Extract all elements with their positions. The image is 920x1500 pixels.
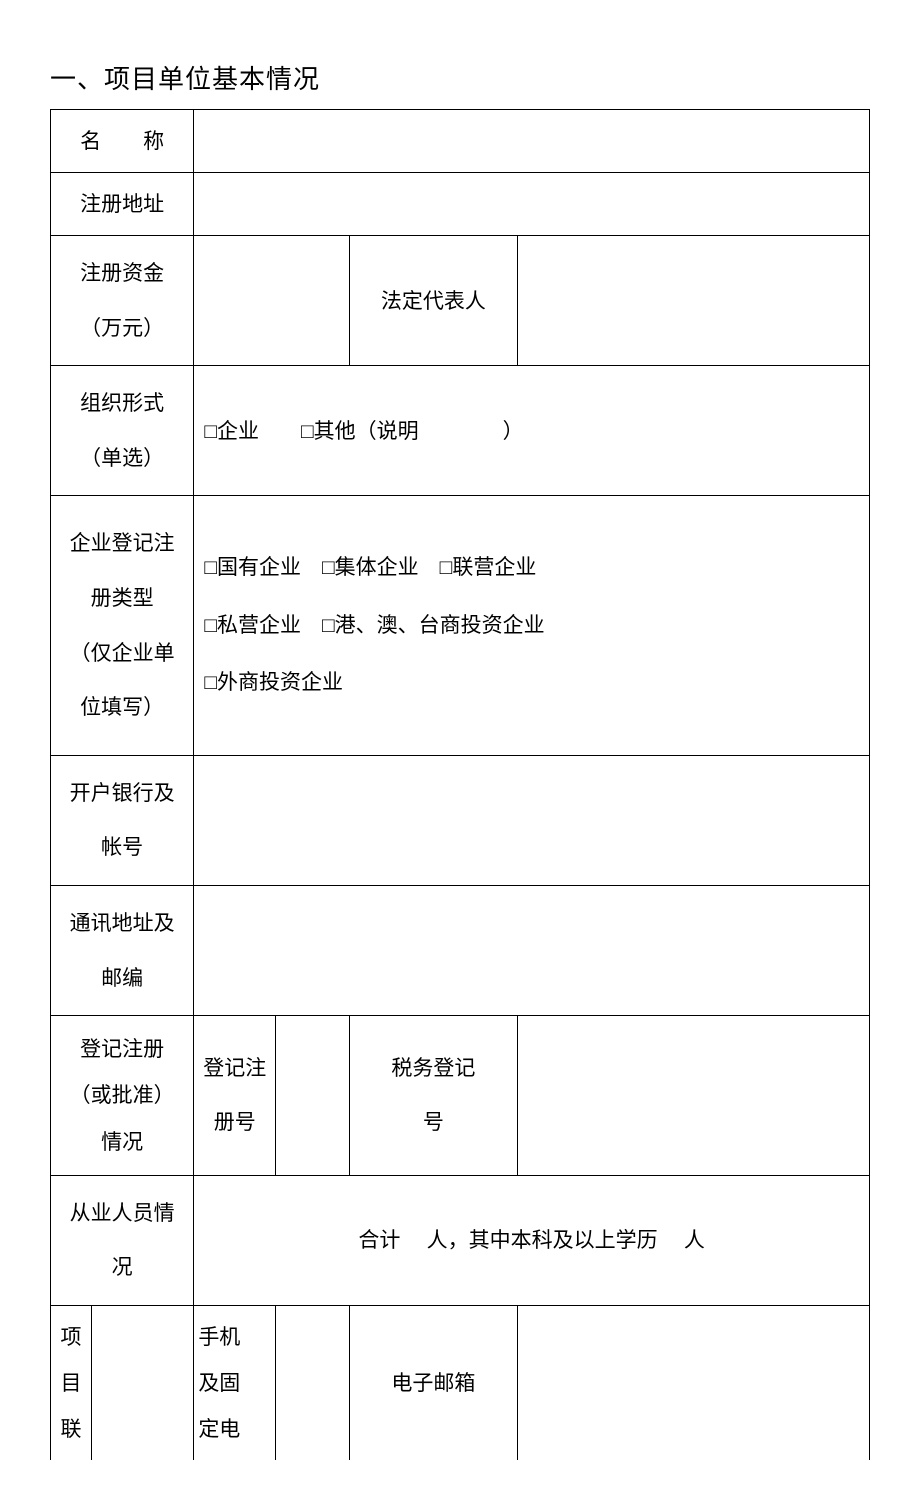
value-legal-rep: [517, 236, 869, 366]
label-ent-reg-l1: 企业登记注: [70, 531, 175, 555]
label-org-form-l1: 组织形式: [80, 391, 164, 415]
value-mail: [194, 885, 870, 1015]
value-name: [194, 110, 870, 173]
label-ent-reg-l4: 位填写）: [80, 695, 164, 719]
value-contact-name: [91, 1305, 193, 1460]
label-tax-no-l1: 税务登记: [391, 1056, 475, 1080]
label-bank-l2: 帐号: [101, 835, 143, 859]
label-org-form-l2: （单选）: [80, 446, 164, 470]
label-contact-l2: 目: [60, 1371, 81, 1395]
value-reg-capital: [194, 236, 350, 366]
label-reg-no-l2: 册号: [214, 1110, 256, 1134]
label-contact-l3: 联: [60, 1417, 81, 1441]
label-employee-l2: 况: [112, 1255, 133, 1279]
label-ent-reg-l3: （仅企业单: [70, 641, 175, 665]
value-phone: [276, 1305, 350, 1460]
label-email: 电子邮箱: [349, 1305, 517, 1460]
label-reg-capital-l1: 注册资金: [80, 261, 164, 285]
ent-types-l1: □国有企业 □集体企业 □联营企业: [204, 555, 536, 579]
label-tax-no: 税务登记 号: [349, 1016, 517, 1176]
label-ent-reg-l2: 册类型: [91, 586, 154, 610]
label-reg-info-l3: 情况: [101, 1130, 143, 1154]
value-reg-no: [276, 1016, 350, 1176]
enterprise-type-options: □国有企业 □集体企业 □联营企业 □私营企业 □港、澳、台商投资企业 □外商投…: [194, 496, 870, 755]
label-mail: 通讯地址及 邮编: [51, 885, 194, 1015]
label-reg-info-l2: （或批准）: [70, 1083, 175, 1107]
label-employee: 从业人员情 况: [51, 1175, 194, 1305]
label-bank: 开户银行及 帐号: [51, 755, 194, 885]
label-reg-capital-l2: （万元）: [80, 316, 164, 340]
label-reg-capital: 注册资金 （万元）: [51, 236, 194, 366]
label-phone: 手机 及固 定电: [194, 1305, 276, 1460]
value-reg-address: [194, 173, 870, 236]
label-bank-l1: 开户银行及: [70, 781, 175, 805]
label-employee-l1: 从业人员情: [70, 1201, 175, 1225]
section-heading: 一、项目单位基本情况: [50, 60, 870, 99]
label-phone-l1: 手机: [198, 1325, 240, 1349]
label-project-contact: 项 目 联: [51, 1305, 92, 1460]
value-bank: [194, 755, 870, 885]
label-name: 名 称: [51, 110, 194, 173]
label-phone-l2: 及固: [198, 1371, 240, 1395]
label-reg-no-l1: 登记注: [203, 1056, 266, 1080]
label-reg-address: 注册地址: [51, 173, 194, 236]
employee-text: 合计 人，其中本科及以上学历 人: [194, 1175, 870, 1305]
ent-types-l3: □外商投资企业: [204, 670, 343, 694]
label-reg-no: 登记注 册号: [194, 1016, 276, 1176]
value-tax-no: [517, 1016, 869, 1176]
label-org-form: 组织形式 （单选）: [51, 366, 194, 496]
ent-types-l2: □私营企业 □港、澳、台商投资企业: [204, 613, 544, 637]
org-form-options: □企业 □其他（说明 ）: [194, 366, 870, 496]
basic-info-table: 名 称 注册地址 注册资金 （万元） 法定代表人 组织形式 （单选） □企业 □…: [50, 109, 870, 1460]
label-enterprise-reg-type: 企业登记注 册类型 （仅企业单 位填写）: [51, 496, 194, 755]
label-legal-rep: 法定代表人: [349, 236, 517, 366]
label-tax-no-l2: 号: [423, 1110, 444, 1134]
label-phone-l3: 定电: [198, 1417, 240, 1441]
label-reg-info-l1: 登记注册: [80, 1037, 164, 1061]
label-mail-l1: 通讯地址及: [70, 911, 175, 935]
label-reg-info: 登记注册 （或批准） 情况: [51, 1016, 194, 1176]
value-email: [517, 1305, 869, 1460]
label-mail-l2: 邮编: [101, 966, 143, 990]
label-contact-l1: 项: [60, 1325, 81, 1349]
